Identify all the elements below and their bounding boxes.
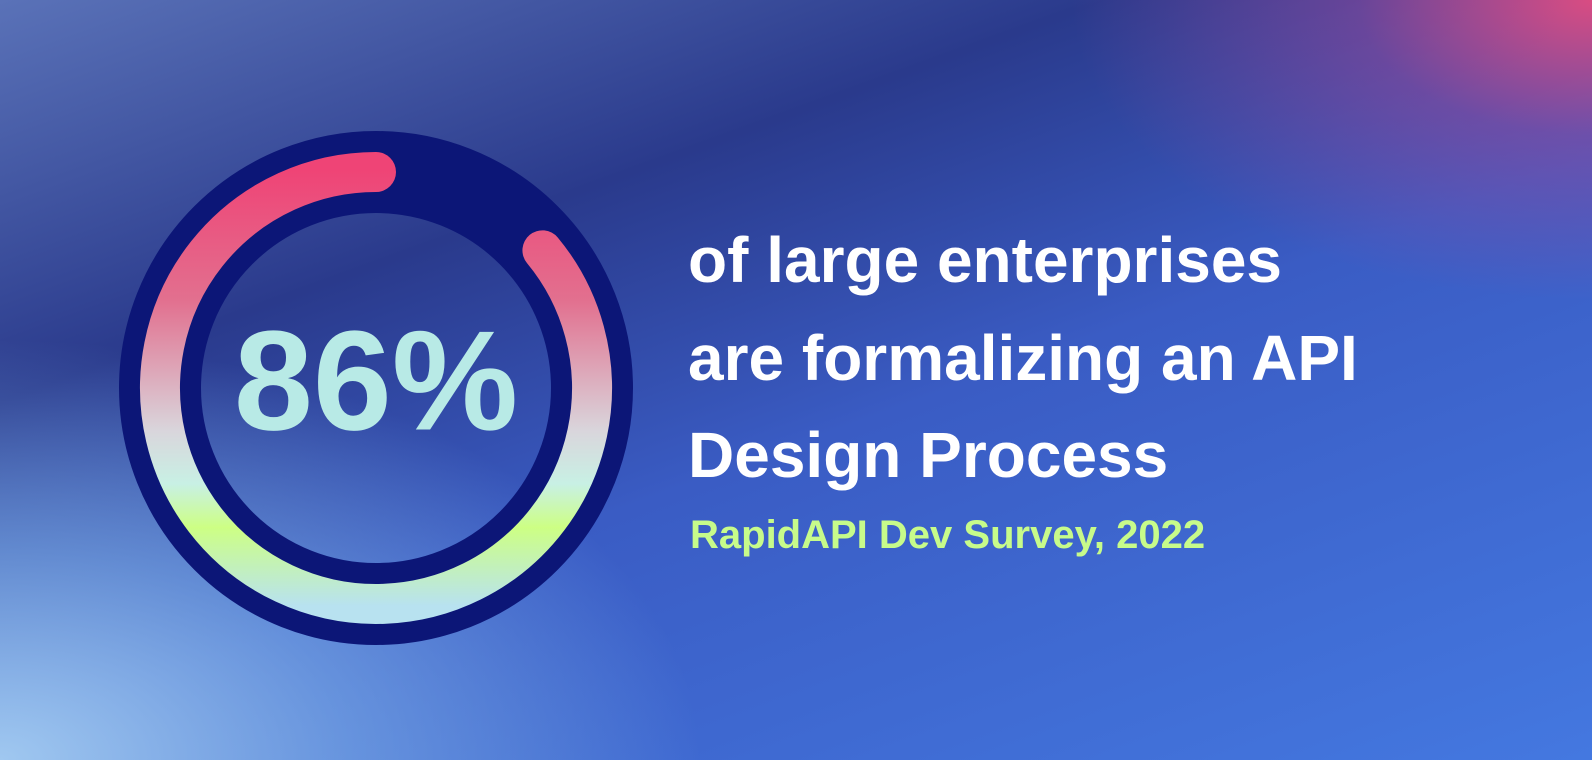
value-label: 86% [234,302,518,461]
caption-line: of large enterprises [688,224,1282,296]
caption-line: Design Process [688,419,1168,491]
source: RapidAPI Dev Survey, 2022 [690,513,1205,557]
gauge-arc [140,152,612,624]
caption-line: are formalizing an API [688,322,1358,394]
